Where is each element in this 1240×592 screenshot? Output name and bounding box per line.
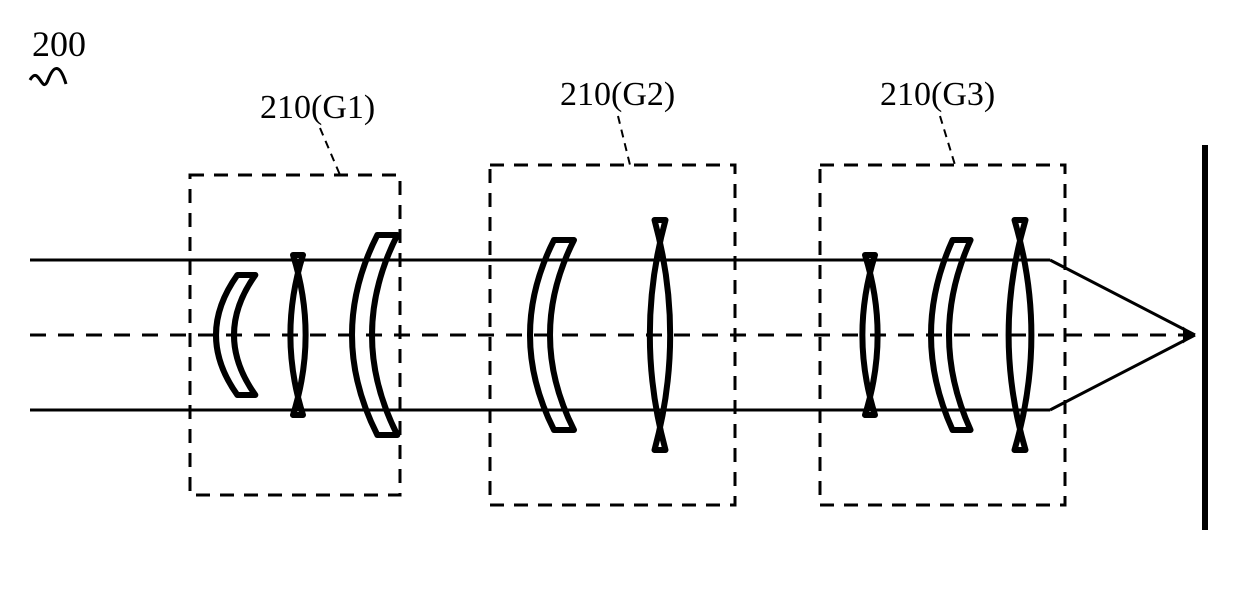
group-label-g3: 210(G3) [880,76,995,113]
group-label-g1: 210(G1) [260,89,375,126]
axis-arrowhead [1183,327,1195,344]
lens-g1-3 [352,235,397,435]
ray-lower-converge [1050,335,1195,410]
ref-number-200: 200 [32,24,86,64]
group-label-g2: 210(G2) [560,76,675,113]
group-leader-g1 [320,128,340,175]
ray-upper-converge [1050,260,1195,335]
group-leader-g3 [940,116,955,165]
group-box-g2 [490,165,735,505]
group-leader-g2 [618,116,630,165]
ref-squiggle [30,68,66,84]
lens-g1-1 [216,275,255,395]
